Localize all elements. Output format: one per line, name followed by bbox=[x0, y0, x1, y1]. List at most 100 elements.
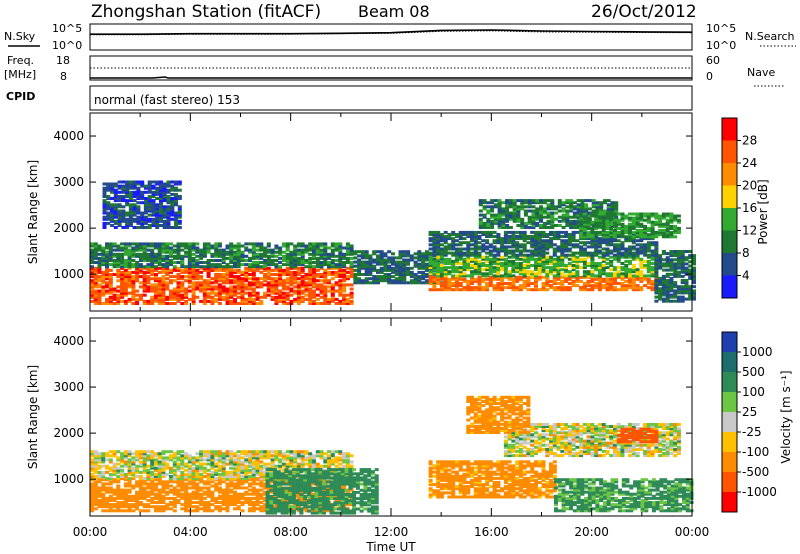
power-cell bbox=[658, 222, 663, 226]
velocity-cell bbox=[263, 492, 268, 496]
power-cell bbox=[142, 248, 147, 252]
power-cell bbox=[117, 203, 122, 207]
power-cell bbox=[127, 277, 132, 281]
power-cell bbox=[338, 281, 343, 285]
velocity-cell bbox=[123, 503, 128, 507]
power-cell bbox=[125, 211, 130, 215]
power-cell bbox=[150, 252, 155, 256]
velocity-cell bbox=[233, 499, 237, 502]
power-cell bbox=[155, 180, 160, 184]
power-cell bbox=[117, 219, 122, 223]
power-cell bbox=[549, 241, 553, 245]
power-cell bbox=[383, 264, 388, 268]
power-cell bbox=[93, 252, 98, 256]
power-cell bbox=[142, 259, 147, 262]
power-cell bbox=[650, 272, 655, 276]
power-cell bbox=[120, 293, 125, 297]
power-cell bbox=[586, 241, 591, 245]
power-cell bbox=[447, 284, 452, 288]
power-cell bbox=[556, 237, 561, 241]
power-cell bbox=[202, 293, 207, 297]
power-cell bbox=[113, 188, 118, 192]
power-cell bbox=[180, 302, 185, 305]
power-cell bbox=[136, 205, 141, 209]
power-cell bbox=[688, 276, 693, 280]
power-cell bbox=[125, 186, 130, 190]
power-cell bbox=[613, 255, 617, 259]
power-cell bbox=[128, 203, 133, 207]
power-cell bbox=[125, 219, 130, 223]
power-cell bbox=[488, 277, 493, 281]
power-cell bbox=[120, 248, 125, 252]
power-cell bbox=[545, 284, 550, 288]
power-cell bbox=[505, 213, 510, 217]
power-cell bbox=[564, 288, 569, 292]
power-cell bbox=[349, 270, 354, 274]
power-cell bbox=[665, 279, 670, 282]
velocity-cell bbox=[191, 480, 196, 484]
velocity-cell bbox=[135, 494, 140, 498]
power-cell bbox=[202, 268, 207, 272]
power-cell bbox=[496, 239, 501, 243]
power-cell bbox=[135, 265, 140, 269]
power-cell bbox=[567, 241, 572, 245]
power-cell bbox=[628, 274, 632, 278]
power-cell bbox=[473, 257, 478, 261]
velocity-cell bbox=[184, 503, 189, 507]
velocity-cell bbox=[187, 509, 192, 513]
power-cell bbox=[530, 239, 535, 243]
power-cell bbox=[117, 180, 122, 184]
power-cell bbox=[136, 195, 141, 198]
power-cell bbox=[97, 266, 102, 270]
power-cell bbox=[364, 260, 369, 264]
velocity-cell bbox=[161, 505, 166, 509]
power-cell bbox=[609, 286, 614, 290]
power-cell bbox=[170, 186, 175, 190]
power-cell bbox=[522, 272, 527, 276]
power-cell bbox=[123, 270, 128, 274]
power-cell bbox=[485, 268, 490, 272]
power-cell bbox=[550, 207, 555, 211]
power-cell bbox=[534, 233, 538, 236]
velocity-cell bbox=[138, 488, 143, 492]
power-cell bbox=[289, 273, 294, 276]
power-cell bbox=[665, 212, 670, 216]
power-cell bbox=[508, 205, 513, 209]
power-cell bbox=[123, 293, 128, 297]
power-cell bbox=[646, 277, 651, 281]
power-cell bbox=[225, 295, 230, 299]
power-cell bbox=[669, 281, 674, 285]
velocity-cell bbox=[154, 488, 158, 492]
power-cell bbox=[492, 239, 497, 243]
power-cell bbox=[93, 297, 98, 301]
power-cell bbox=[206, 283, 211, 287]
power-cell bbox=[169, 242, 173, 246]
power-cell bbox=[639, 235, 644, 239]
power-cell bbox=[601, 247, 606, 251]
power-cell bbox=[240, 281, 245, 285]
power-cell bbox=[176, 299, 181, 303]
power-cell bbox=[515, 268, 520, 272]
velocity-cell bbox=[127, 494, 132, 498]
velocity-cell bbox=[157, 480, 162, 484]
power-cell bbox=[582, 266, 587, 270]
power-cell bbox=[624, 216, 629, 220]
velocity-cell bbox=[263, 482, 268, 486]
velocity-cell bbox=[138, 482, 143, 486]
velocity-cell bbox=[101, 501, 106, 504]
velocity-cell bbox=[131, 486, 136, 490]
power-cell bbox=[278, 295, 283, 299]
power-cell bbox=[564, 255, 569, 259]
power-cell bbox=[90, 261, 94, 264]
power-cell bbox=[285, 246, 290, 250]
power-cell bbox=[606, 205, 611, 209]
power-cell bbox=[406, 273, 411, 276]
power-cell bbox=[155, 190, 160, 194]
power-cell bbox=[180, 261, 185, 264]
power-cell bbox=[606, 199, 611, 203]
power-cell bbox=[590, 255, 595, 259]
power-cell bbox=[128, 224, 133, 227]
power-cell bbox=[112, 261, 117, 264]
power-cell bbox=[587, 211, 592, 215]
power-cell bbox=[550, 226, 555, 229]
